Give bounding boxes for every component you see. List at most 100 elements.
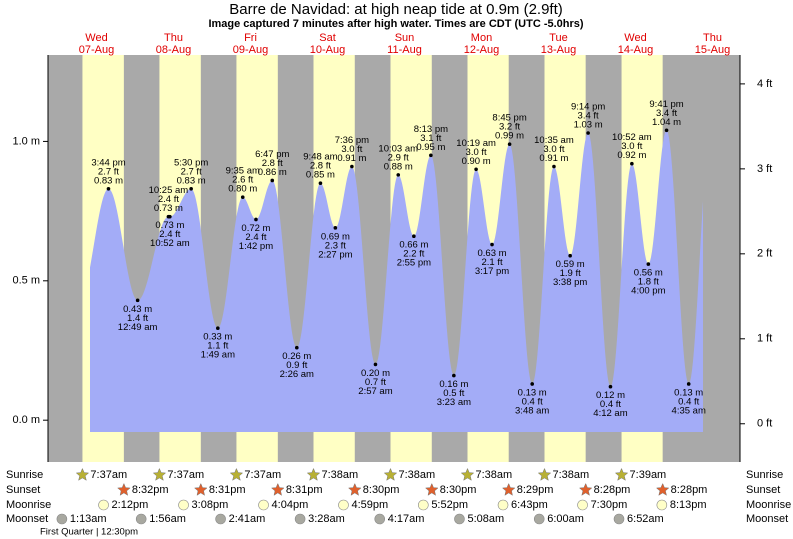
sunrise-icon <box>306 467 321 481</box>
y2-tick-label: 1 ft <box>757 333 772 345</box>
tide-point <box>630 161 634 166</box>
tide-label: 2.9 ft <box>388 152 409 163</box>
tide-point <box>396 173 401 177</box>
tide-label: 0.63 m <box>478 248 507 259</box>
tide-point <box>686 382 691 386</box>
tide-label: 3.1 ft <box>420 133 441 144</box>
tide-label: 0.73 m <box>155 220 184 231</box>
tide-label: 0.5 ft <box>443 388 464 399</box>
moonset-icon <box>533 513 545 525</box>
tide-label: 4:00 pm <box>631 286 665 297</box>
moonset-time: 3:28am <box>308 513 345 525</box>
tide-label: 0.13 m <box>518 387 547 398</box>
tide-label: 3.4 ft <box>656 108 677 119</box>
tide-point <box>106 187 111 191</box>
day-name: Thu <box>703 32 722 44</box>
sunset-time: 8:31pm <box>286 484 323 496</box>
tide-point <box>452 373 456 378</box>
day-name: Wed <box>624 32 646 44</box>
tide-label: 0.16 m <box>439 379 468 390</box>
tide-point <box>135 298 140 303</box>
sunrise-time: 7:37am <box>244 469 281 481</box>
sunset-icon <box>270 482 285 496</box>
day-name: Tue <box>549 32 568 44</box>
day-date: 12-Aug <box>464 44 499 56</box>
day-date: 09-Aug <box>233 44 268 56</box>
sunrise-time: 7:38am <box>552 469 589 481</box>
tide-label: 10:52 am <box>150 238 190 249</box>
sunrise-icon <box>75 467 90 481</box>
tide-label: 2.8 ft <box>262 158 283 169</box>
tide-label: 0.26 m <box>282 351 311 362</box>
tide-label: 0.4 ft <box>522 396 543 407</box>
tide-label: 2:26 am <box>280 369 314 380</box>
tide-label: 1:49 am <box>201 350 235 361</box>
moonset-time: 6:52am <box>627 513 664 525</box>
y-tick-label: 0.0 m <box>12 414 40 426</box>
day-name: Wed <box>85 32 107 44</box>
moonrise-time: 8:13pm <box>670 499 707 511</box>
sunrise-icon <box>460 467 475 481</box>
tide-label: 2.4 ft <box>245 232 266 243</box>
moonrise-icon <box>98 499 109 511</box>
tide-label: 2.1 ft <box>481 257 502 268</box>
tide-label: 0.72 m <box>241 223 270 234</box>
sunrise-icon <box>383 467 398 481</box>
sunrise-icon <box>229 467 244 481</box>
sunrise-icon <box>152 467 167 481</box>
tide-label: 0.95 m <box>416 142 445 153</box>
tide-label: 0.33 m <box>203 332 232 343</box>
day-date: 13-Aug <box>541 44 576 56</box>
tide-label: 2.8 ft <box>310 161 331 172</box>
chart-title: Barre de Navidad: at high neap tide at 0… <box>229 1 563 18</box>
tide-label: 3.0 ft <box>341 144 362 155</box>
tide-label: 9:41 pm <box>649 99 683 110</box>
y-tick-label: 0.5 m <box>12 275 40 287</box>
moonrise-time: 4:04pm <box>272 499 309 511</box>
moonset-icon <box>454 513 465 525</box>
tide-label: 0.83 m <box>177 175 206 186</box>
sunrise-icon <box>614 467 629 481</box>
moonrise-time: 7:30pm <box>591 499 628 511</box>
tide-point <box>490 242 494 247</box>
moonset-icon <box>215 513 226 525</box>
tide-label: 1.9 ft <box>560 268 581 279</box>
tide-label: 2:55 pm <box>397 258 431 269</box>
sunset-icon <box>117 482 131 496</box>
moonrise-icon <box>178 499 189 511</box>
row-label: Moonrise <box>746 499 791 511</box>
tide-label: 2.7 ft <box>98 166 119 177</box>
tide-label: 2:57 am <box>358 386 392 397</box>
tide-label: 2.2 ft <box>403 249 424 260</box>
tide-point <box>373 362 378 367</box>
moonset-time: 1:13am <box>70 513 107 525</box>
tide-point <box>507 142 512 147</box>
sunrise-time: 7:37am <box>167 469 204 481</box>
day-date: 15-Aug <box>695 44 730 56</box>
moon-phase: First Quarter | 12:30pm <box>40 527 138 538</box>
tide-point <box>333 226 338 230</box>
sunset-icon <box>193 482 208 496</box>
moonset-icon <box>135 513 147 525</box>
tide-label: 3.4 ft <box>578 111 599 122</box>
row-label: Sunset <box>746 484 780 496</box>
sunset-time: 8:28pm <box>594 484 631 496</box>
tide-label: 2.7 ft <box>181 166 202 177</box>
tide-label: 5:30 pm <box>174 157 208 168</box>
sunrise-time: 7:37am <box>90 469 127 481</box>
tide-point <box>530 382 534 386</box>
tide-point <box>429 153 433 158</box>
day-name: Sat <box>319 32 336 44</box>
sunset-icon <box>578 482 593 496</box>
tide-point <box>168 214 172 219</box>
tide-label: 0.85 m <box>306 170 335 181</box>
sunset-icon <box>655 482 670 496</box>
tide-label: 0.59 m <box>556 259 585 270</box>
tide-point <box>295 345 299 350</box>
moonrise-icon <box>338 499 349 511</box>
sunset-icon <box>501 482 516 496</box>
tide-label: 0.66 m <box>399 240 428 251</box>
y2-tick-label: 3 ft <box>757 163 772 175</box>
moonset-icon <box>294 513 306 525</box>
tide-label: 1.03 m <box>574 120 603 131</box>
